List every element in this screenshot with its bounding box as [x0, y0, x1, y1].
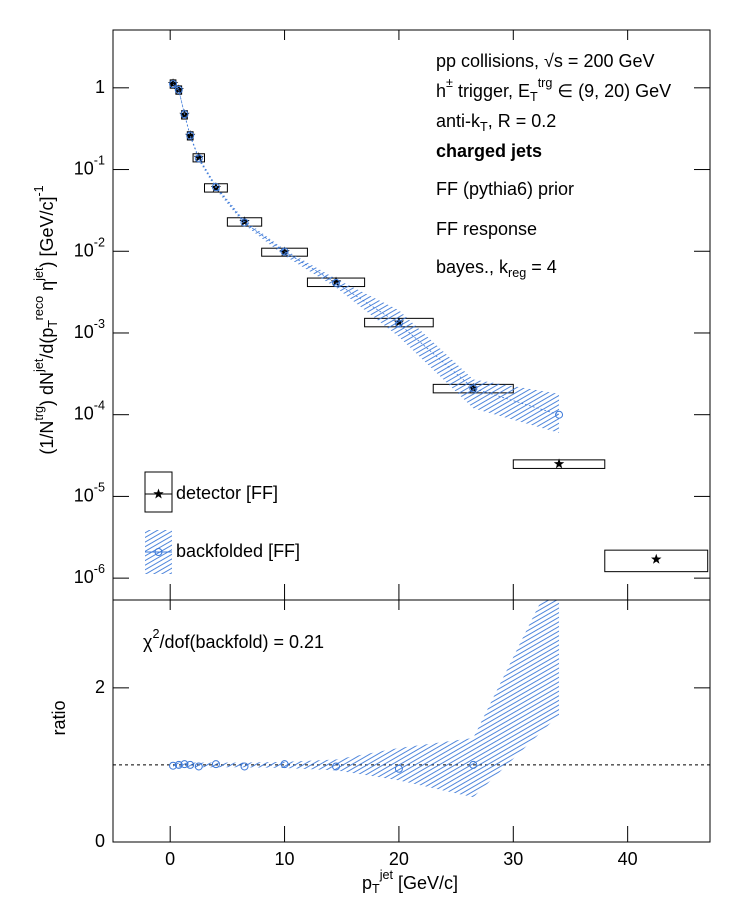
annotation: χ2/dof(backfold) = 0.21: [143, 627, 324, 651]
data-point: [174, 85, 183, 94]
plot: 10-6 10-5 10-4 10-3 10-2 10-1 1 (1/Ntrg) dNjet/…: [32, 29, 711, 896]
annotation: h± trigger, ETtrg ∈ (9, 20) GeV: [436, 76, 671, 104]
data-point: [180, 110, 189, 119]
legend-label: backfolded [FF]: [176, 541, 300, 561]
x-tick-label: 0: [165, 849, 175, 869]
data-point: [169, 761, 178, 770]
data-point: [194, 154, 203, 163]
plot-frame: [112, 599, 711, 843]
data-point: [167, 78, 179, 89]
y-tick-label: 1: [95, 77, 105, 97]
annotation: pp collisions, √s = 200 GeV: [436, 51, 655, 71]
data-point: [332, 278, 341, 287]
data-point: [555, 410, 564, 419]
data-point: [211, 760, 220, 769]
y-tick-label: 0: [95, 831, 105, 851]
uncertainty-band: [173, 81, 560, 433]
uncertainty-band: [173, 600, 560, 798]
data-point: [180, 760, 189, 769]
annotation: FF (pythia6) prior: [436, 179, 574, 199]
x-tick-label: 20: [389, 849, 409, 869]
annotation: bayes., kreg = 4: [436, 257, 557, 281]
y-tick-label: 2: [95, 677, 105, 697]
panel-data: [167, 78, 709, 573]
y-tick-label: 10-4: [74, 399, 105, 423]
annotation: FF response: [436, 219, 537, 239]
data-point: [169, 80, 178, 89]
data-point: [240, 762, 249, 771]
data-point: [211, 183, 220, 192]
y-tick-label: 10-6: [74, 562, 105, 586]
legend-label: detector [FF]: [176, 483, 278, 503]
y-tick-label: 10-3: [74, 317, 105, 341]
x-tick-label: 40: [618, 849, 638, 869]
data-point: [553, 458, 565, 469]
legend-symbol: [153, 488, 164, 499]
series-line: [172, 83, 560, 416]
y-tick-label: 10-1: [74, 154, 105, 178]
data-point: [332, 762, 341, 771]
data-point: [469, 760, 478, 769]
annotation: charged jets: [436, 141, 542, 161]
x-tick-label: 10: [275, 849, 295, 869]
data-point: [280, 247, 289, 256]
data-point: [469, 384, 478, 393]
x-tick-label: 30: [503, 849, 523, 869]
data-point: [194, 762, 203, 771]
data-point: [651, 553, 662, 564]
legend-symbol: [144, 471, 173, 513]
panel-data: [113, 600, 710, 798]
y-axis-title: (1/Ntrg) dNjet/d(pTreco ηjet) [GeV/c]-1: [32, 185, 60, 454]
data-point: [280, 760, 289, 769]
data-point: [394, 319, 403, 328]
data-point: [186, 131, 195, 140]
x-axis-title: pTjet [GeV/c]: [362, 868, 458, 896]
y-axis-title: ratio: [49, 700, 69, 735]
data-point: [174, 760, 183, 769]
data-point: [394, 764, 403, 773]
annotation: anti-kT, R = 0.2: [436, 111, 556, 135]
y-tick-label: 10-5: [74, 481, 105, 505]
data-point: [186, 760, 195, 769]
data-point: [240, 218, 249, 227]
legend-symbol: [154, 548, 163, 556]
y-tick-label: 10-2: [74, 236, 105, 260]
systematic-box: [604, 549, 709, 573]
